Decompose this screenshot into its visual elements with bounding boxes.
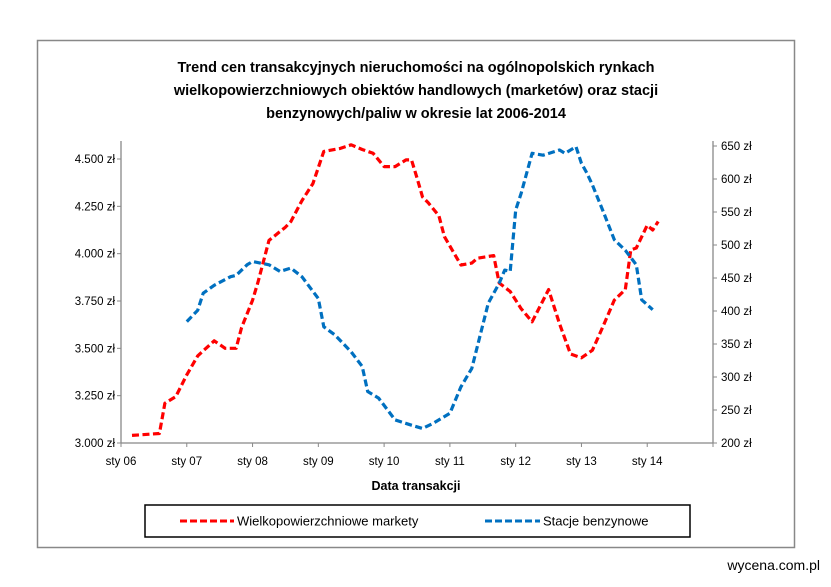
x-tick-label: sty 14 [632,456,663,468]
x-tick-label: sty 10 [369,456,400,468]
x-tick-label: sty 08 [237,456,268,468]
right-tick-label: 650 zł [721,141,752,153]
left-tick-label: 3.250 zł [75,391,116,403]
right-tick-label: 300 zł [721,372,752,384]
left-tick-label: 4.000 zł [75,249,116,261]
legend-label-markety: Wielkopowierzchniowe markety [237,514,419,529]
right-tick-label: 350 zł [721,339,752,351]
series-line-0 [131,143,660,437]
left-tick-label: 4.500 zł [75,154,116,166]
legend-label-stacje: Stacje benzynowe [543,514,649,529]
x-tick-label: sty 11 [435,456,465,468]
chart-title-line-3: benzynowych/paliw w okresie lat 2006-201… [266,106,566,122]
right-tick-label: 200 zł [721,438,752,450]
footer-watermark: wycena.com.pl [726,557,820,573]
x-tick-label: sty 13 [566,456,597,468]
series-line-1 [185,145,654,431]
x-tick-label: sty 12 [500,456,531,468]
chart-border [36,39,796,549]
chart-title-line-1: Trend cen transakcyjnych nieruchomości n… [177,60,654,76]
x-tick-label: sty 06 [106,456,137,468]
x-axis-label: Data transakcji [372,479,461,493]
right-tick-label: 400 zł [721,306,752,318]
right-tick-label: 550 zł [721,207,752,219]
right-tick-label: 250 zł [721,405,752,417]
right-tick-label: 600 zł [721,174,752,186]
legend: Wielkopowierzchniowe markety Stacje benz… [144,504,691,538]
left-tick-label: 4.250 zł [75,201,116,213]
x-tick-label: sty 07 [171,456,202,468]
left-tick-label: 3.500 zł [75,343,116,355]
right-tick-label: 450 zł [721,273,752,285]
left-tick-label: 3.000 zł [75,438,116,450]
legend-box [144,504,691,538]
left-tick-label: 3.750 zł [75,296,116,308]
right-tick-label: 500 zł [721,240,752,252]
x-tick-label: sty 09 [303,456,334,468]
chart-title-line-2: wielkopowierzchniowych obiektów handlowy… [173,83,658,99]
